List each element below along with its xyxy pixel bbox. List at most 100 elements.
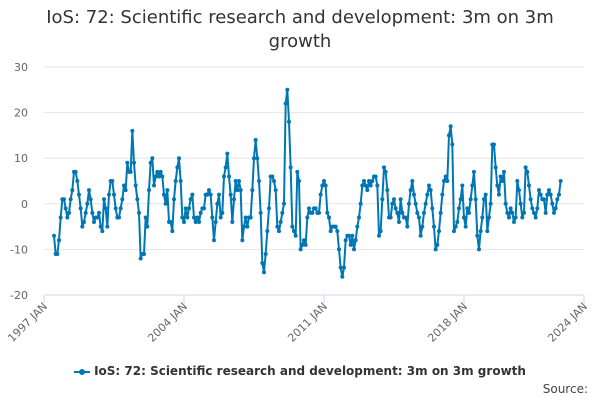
data-point[interactable]	[57, 238, 61, 243]
data-point[interactable]	[285, 87, 290, 92]
data-point[interactable]	[503, 201, 508, 206]
data-point[interactable]	[556, 192, 561, 197]
data-point[interactable]	[325, 210, 330, 215]
data-point[interactable]	[531, 210, 536, 215]
data-point[interactable]	[213, 220, 218, 225]
data-point[interactable]	[481, 197, 486, 202]
data-point[interactable]	[421, 210, 426, 215]
data-point[interactable]	[291, 229, 296, 234]
data-point[interactable]	[535, 206, 540, 211]
data-point[interactable]	[526, 183, 531, 188]
data-point[interactable]	[356, 215, 361, 220]
data-point[interactable]	[100, 229, 105, 234]
data-point[interactable]	[446, 133, 451, 138]
data-point[interactable]	[135, 197, 140, 202]
data-point[interactable]	[128, 169, 133, 174]
data-point[interactable]	[485, 229, 490, 234]
data-point[interactable]	[150, 156, 155, 161]
data-point[interactable]	[536, 188, 541, 193]
data-point[interactable]	[147, 188, 151, 193]
data-point[interactable]	[343, 238, 348, 243]
data-point[interactable]	[236, 179, 241, 183]
data-point[interactable]	[216, 192, 221, 197]
data-point[interactable]	[301, 238, 306, 243]
data-point[interactable]	[63, 206, 68, 211]
data-point[interactable]	[196, 220, 201, 225]
data-point[interactable]	[320, 183, 325, 188]
data-point[interactable]	[476, 247, 481, 252]
data-point[interactable]	[52, 233, 56, 238]
data-point[interactable]	[431, 224, 436, 229]
data-point[interactable]	[456, 206, 461, 211]
data-point[interactable]	[543, 210, 548, 215]
data-point[interactable]	[321, 179, 326, 183]
data-point[interactable]	[500, 179, 505, 183]
data-point[interactable]	[411, 192, 416, 197]
data-point[interactable]	[283, 101, 288, 106]
data-point[interactable]	[82, 220, 86, 225]
data-point[interactable]	[65, 215, 70, 220]
data-point[interactable]	[310, 210, 315, 215]
data-point[interactable]	[95, 215, 100, 220]
data-point[interactable]	[168, 220, 173, 225]
data-point[interactable]	[278, 220, 283, 225]
data-point[interactable]	[533, 215, 538, 220]
data-point[interactable]	[358, 201, 363, 206]
data-point[interactable]	[341, 265, 346, 270]
data-point[interactable]	[117, 215, 121, 220]
data-point[interactable]	[558, 179, 563, 183]
data-point[interactable]	[107, 192, 111, 197]
data-point[interactable]	[158, 169, 163, 174]
data-point[interactable]	[326, 215, 331, 220]
data-point[interactable]	[530, 206, 535, 211]
data-point[interactable]	[201, 206, 206, 211]
data-point[interactable]	[198, 210, 203, 215]
data-point[interactable]	[235, 188, 240, 193]
data-point[interactable]	[488, 201, 493, 206]
data-point[interactable]	[440, 192, 445, 197]
data-point[interactable]	[300, 242, 305, 247]
data-point[interactable]	[515, 179, 520, 183]
data-point[interactable]	[58, 215, 63, 220]
data-point[interactable]	[355, 224, 360, 229]
data-point[interactable]	[260, 261, 265, 266]
data-point[interactable]	[157, 174, 161, 179]
data-point[interactable]	[335, 229, 340, 234]
data-point[interactable]	[98, 224, 103, 229]
data-point[interactable]	[250, 188, 255, 193]
data-point[interactable]	[486, 215, 491, 220]
data-point[interactable]	[550, 201, 555, 206]
data-point[interactable]	[225, 151, 230, 156]
data-point[interactable]	[375, 183, 380, 188]
data-point[interactable]	[473, 197, 478, 202]
data-point[interactable]	[441, 179, 446, 183]
data-point[interactable]	[508, 206, 513, 211]
data-point[interactable]	[90, 210, 95, 215]
data-point[interactable]	[410, 179, 415, 183]
data-point[interactable]	[102, 197, 106, 202]
data-point[interactable]	[453, 224, 458, 229]
data-point[interactable]	[381, 165, 386, 170]
data-point[interactable]	[120, 197, 125, 202]
data-point[interactable]	[92, 220, 96, 225]
data-point[interactable]	[153, 174, 158, 179]
data-point[interactable]	[416, 215, 421, 220]
data-point[interactable]	[186, 206, 191, 211]
data-point[interactable]	[348, 242, 353, 247]
data-point[interactable]	[313, 206, 318, 211]
data-point[interactable]	[97, 210, 101, 215]
data-point[interactable]	[383, 169, 388, 174]
data-point[interactable]	[496, 192, 501, 197]
data-point[interactable]	[510, 210, 515, 215]
data-point[interactable]	[271, 179, 276, 183]
data-point[interactable]	[541, 197, 546, 202]
data-point[interactable]	[105, 224, 110, 229]
data-point[interactable]	[418, 233, 423, 238]
data-point[interactable]	[298, 247, 303, 252]
data-point[interactable]	[233, 179, 238, 183]
data-point[interactable]	[190, 192, 195, 197]
data-point[interactable]	[77, 192, 81, 197]
data-point[interactable]	[220, 210, 225, 215]
data-point[interactable]	[223, 165, 228, 170]
data-point[interactable]	[450, 142, 455, 147]
